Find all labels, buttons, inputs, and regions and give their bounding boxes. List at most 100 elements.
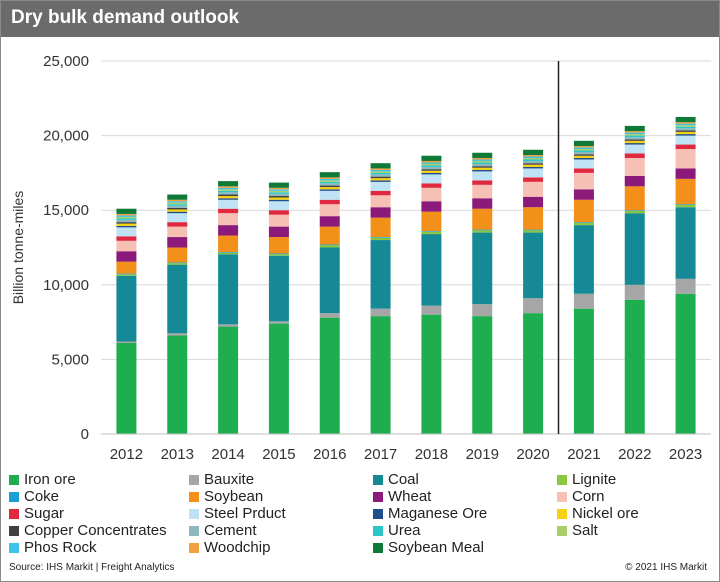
bar-segment bbox=[421, 231, 442, 235]
x-axis-ticks: 2012 2013 2014 2015 2016 2017 2018 2019 2020 2021… bbox=[110, 446, 703, 463]
bar-segment bbox=[319, 185, 340, 188]
bar-segment bbox=[319, 317, 340, 434]
bar-segment bbox=[370, 174, 391, 177]
legend-item: Coke bbox=[9, 488, 59, 505]
bar-stack-2021 bbox=[573, 140, 594, 434]
bar-segment bbox=[167, 264, 188, 334]
bar-segment bbox=[370, 163, 391, 169]
bar-segment bbox=[218, 213, 239, 226]
bar-segment bbox=[624, 139, 645, 141]
bar-segment bbox=[116, 216, 137, 219]
bar-segment bbox=[624, 132, 645, 135]
legend-label: Nickel ore bbox=[572, 505, 639, 522]
bar-segment bbox=[116, 215, 137, 217]
bar-segment bbox=[421, 201, 442, 212]
bar-segment bbox=[523, 207, 544, 230]
bar-segment bbox=[167, 222, 188, 227]
bar-segment bbox=[167, 204, 188, 206]
legend-label: Woodchip bbox=[204, 539, 271, 556]
bar-segment bbox=[523, 154, 544, 157]
bar-segment bbox=[167, 333, 188, 336]
bar-segment bbox=[319, 199, 340, 205]
bar-segment bbox=[167, 213, 188, 223]
legend-swatch bbox=[189, 508, 199, 519]
legend-item: Phos Rock bbox=[9, 539, 97, 556]
bar-segment bbox=[218, 324, 239, 327]
y-tick-label: 5,000 bbox=[51, 351, 89, 368]
legend-label: Sugar bbox=[24, 505, 65, 522]
legend-item: Iron ore bbox=[9, 471, 76, 488]
bar-segment bbox=[421, 162, 442, 164]
bar-segment bbox=[573, 154, 594, 156]
bar-segment bbox=[675, 207, 696, 279]
legend-swatch bbox=[373, 542, 383, 553]
legend-item: Steel Prduct bbox=[189, 505, 286, 522]
bar-segment bbox=[268, 182, 289, 188]
bar-segment bbox=[370, 240, 391, 309]
bar-segment bbox=[268, 255, 289, 322]
bar-segment bbox=[319, 244, 340, 246]
legend-item: Soybean bbox=[189, 488, 263, 505]
bar-segment bbox=[675, 149, 696, 169]
bar-segment bbox=[116, 273, 137, 275]
bar-segment bbox=[624, 134, 645, 136]
bar-segment bbox=[218, 225, 239, 236]
bar-segment bbox=[167, 207, 188, 210]
x-tick-label: 2017 bbox=[364, 446, 397, 463]
legend-label: Bauxite bbox=[204, 471, 255, 488]
bar-segment bbox=[167, 202, 188, 205]
bar-segment bbox=[421, 211, 442, 232]
bar-segment bbox=[624, 210, 645, 214]
bar-segment bbox=[268, 201, 289, 211]
bar-segment bbox=[319, 172, 340, 178]
legend-label: Corn bbox=[572, 488, 605, 505]
bar-segment bbox=[268, 226, 289, 238]
bar-segment bbox=[268, 323, 289, 434]
bar-segment bbox=[167, 211, 188, 214]
bar-segment bbox=[116, 240, 137, 252]
bar-stack-2014 bbox=[218, 181, 239, 434]
bar-segment bbox=[573, 222, 594, 223]
bar-segment bbox=[573, 159, 594, 169]
y-tick-label: 20,000 bbox=[43, 128, 89, 145]
bar-segment bbox=[116, 261, 137, 274]
bar-segment bbox=[421, 314, 442, 434]
bar-segment bbox=[319, 190, 340, 200]
bar-stack-2017 bbox=[370, 163, 391, 434]
bar-segment bbox=[268, 190, 289, 193]
bar-segment bbox=[116, 208, 137, 214]
bar-segment bbox=[523, 156, 544, 158]
bar-segment bbox=[218, 198, 239, 200]
bar-segment bbox=[370, 237, 391, 238]
bar-segment bbox=[472, 159, 493, 161]
bar-segment bbox=[573, 308, 594, 434]
bar-segment bbox=[370, 195, 391, 208]
bar-segment bbox=[523, 181, 544, 197]
legend-label: Soybean bbox=[204, 488, 264, 505]
title-bar: Dry bulk demand outlook bbox=[1, 1, 719, 37]
bar-segment bbox=[268, 187, 289, 190]
bar-segment bbox=[523, 160, 544, 164]
bar-segment bbox=[116, 275, 137, 342]
bar-segment bbox=[167, 335, 188, 434]
x-tick-label: 2018 bbox=[415, 446, 448, 463]
bar-segment bbox=[472, 162, 493, 164]
bar-segment bbox=[421, 234, 442, 306]
bar-segment bbox=[218, 181, 239, 187]
bar-segment bbox=[675, 178, 696, 205]
bar-segment bbox=[472, 180, 493, 185]
legend-item: Lignite bbox=[557, 471, 616, 488]
bar-segment bbox=[675, 122, 696, 124]
bar-segment bbox=[370, 237, 391, 241]
legend-label: Copper Concentrates bbox=[24, 522, 167, 539]
bar-segment bbox=[523, 232, 544, 299]
legend-swatch bbox=[373, 491, 383, 502]
bar-segment bbox=[268, 210, 289, 215]
bar-segment bbox=[167, 237, 188, 248]
legend-swatch bbox=[373, 525, 383, 536]
bar-segment bbox=[370, 207, 391, 218]
y-tick-label: 10,000 bbox=[43, 277, 89, 294]
bar-stack-2023 bbox=[675, 116, 696, 434]
bar-segment bbox=[624, 284, 645, 300]
bar-segment bbox=[472, 316, 493, 434]
